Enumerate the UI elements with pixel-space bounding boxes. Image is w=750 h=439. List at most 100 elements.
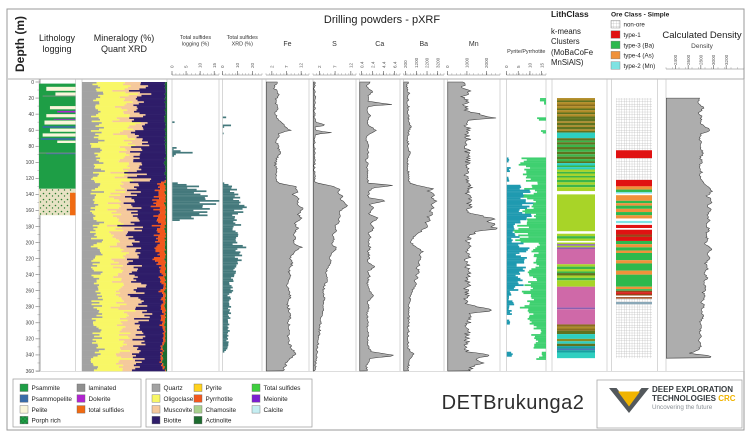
mineral-oligoclase [102,271,122,274]
mineral-quartz [82,244,94,247]
mineralogy-title-line2: Quant XRD [100,44,148,54]
mineral-quartz [82,239,104,242]
mineral-pyrrhotite [160,277,165,280]
ore-legend-label: type-3 (Ba) [624,42,655,49]
mineral-oligoclase [96,340,125,343]
mineral-muscovite [113,133,135,136]
mineral-legend-swatch-pyrite [193,383,203,392]
track-lithclass-interval [557,233,595,237]
track-oreclass-interval [616,223,652,225]
mineral-oligoclase [98,141,132,144]
mineral-quartz [82,173,99,176]
mineral-muscovite [118,207,142,210]
mineral-muscovite [130,85,149,88]
mineral-pyrrhotite [162,300,166,303]
mineral-biotite [138,134,166,137]
pyrrhotite-bar [506,195,524,198]
lithology-title-line2: logging [42,44,72,54]
pyrite-bar [524,187,546,190]
mineral-pyrrhotite [162,326,166,328]
mineral-oligoclase [92,83,124,86]
mineral-quartz [82,236,97,239]
mineral-quartz [82,131,102,134]
mineral-oligoclase [100,118,120,121]
mineral-actinolite [165,125,167,128]
mineral-biotite [135,250,156,253]
mineral-muscovite [128,252,141,255]
track-ts_xrd-bar [222,304,230,307]
mineral-biotite [126,263,157,266]
mineral-oligoclase [99,184,120,187]
mineral-pyrrhotite [154,247,165,250]
mineral-oligoclase [100,292,121,295]
mineral-actinolite [165,155,167,158]
mineral-quartz [82,240,102,243]
track-oreclass-interval [616,289,652,291]
track-ts_logging-bar [172,198,206,201]
mineral-actinolite [164,183,167,186]
mineral-oligoclase [90,359,120,362]
mineral-biotite [131,242,160,245]
track-ts_xrd-bar [222,302,230,305]
pyrrhotite-bar [506,244,519,246]
track-lithclass-interval [557,144,595,148]
mineral-actinolite [165,82,167,84]
mineral-oligoclase [100,96,120,99]
mineral-oligoclase [90,231,110,234]
pyrrhotite-bar [506,276,518,279]
mineral-muscovite [127,313,153,316]
track-oreclass-interval [616,286,652,290]
mineral-oligoclase [94,200,121,203]
mineral-oligoclase [93,282,124,285]
mineral-quartz [82,292,101,295]
mineral-muscovite [109,245,127,248]
mineral-oligoclase [91,266,114,269]
mineral-biotite [145,285,164,288]
mineral-oligoclase [98,109,128,112]
mineral-quartz [82,226,98,229]
mineral-actinolite [164,101,167,104]
mineral-quartz [82,162,104,165]
mineral-actinolite [165,263,167,266]
mineral-actinolite [165,178,167,181]
track-ts_xrd-bar [222,339,227,342]
mineral-muscovite [118,289,134,292]
mineral-biotite [132,215,154,218]
mineral-actinolite [164,240,167,243]
mineral-actinolite [165,102,167,105]
mineral-oligoclase [95,88,125,91]
lithology-title-line1: Lithology [38,33,76,43]
mineral-biotite [139,366,163,369]
mineral-actinolite [166,175,167,178]
track-oreclass-interval [616,236,652,241]
mineral-muscovite [113,266,134,269]
mineral-pyrrhotite [155,260,166,263]
lith-legend-swatch-dolerite [76,394,86,403]
mineral-legend-label: Meionite [264,396,289,403]
track-lithclass-interval [557,151,595,155]
pyrite-bar [521,157,546,160]
mineral-muscovite [112,90,129,92]
mineral-biotite [137,216,159,219]
pyrite-bar [535,342,546,344]
pyrite-bar [540,329,546,332]
mineral-actinolite [165,236,167,239]
mineral-biotite [139,157,165,160]
mineral-actinolite [162,345,167,348]
mineral-biotite [144,292,163,295]
track-oreclass-interval [616,215,652,219]
track-lithclass-interval [557,149,595,152]
track-lithclass-interval [557,330,595,335]
track-lithclass-interval [557,275,595,278]
pyrite-bar [530,295,546,298]
mineral-actinolite [165,197,167,200]
mineral-actinolite [165,255,167,258]
pyrite-bar [535,266,546,269]
mineral-quartz [82,260,92,263]
mineral-legend-label: Quartz [164,385,183,392]
mineral-biotite [135,308,161,311]
mineral-actinolite [164,350,167,353]
depth-tick-label: 360 [26,369,35,375]
track-lithclass-interval [557,343,595,347]
